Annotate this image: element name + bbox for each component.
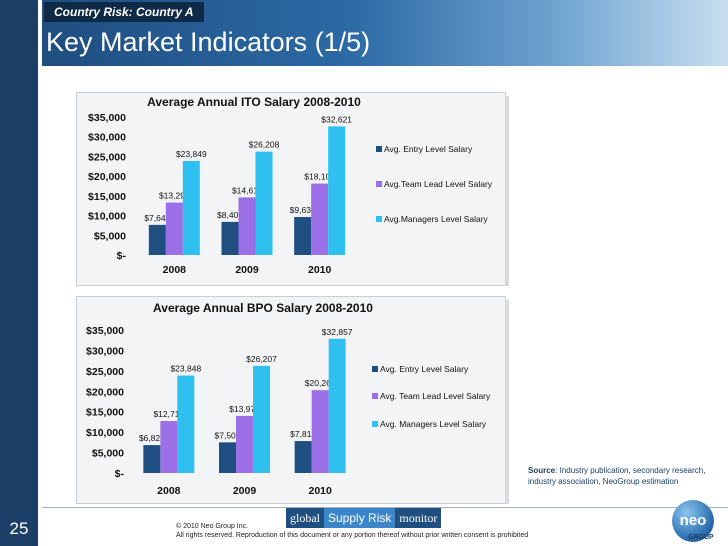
logo-supply-text: Supply Risk	[324, 508, 396, 528]
bpo-data-label: $20,264	[305, 378, 336, 388]
bpo-legend-label: Avg. Entry Level Salary	[380, 364, 469, 374]
ito-data-label: $18,105	[304, 172, 335, 182]
ito-data-label: $26,208	[249, 140, 280, 150]
left-sidebar-band	[0, 0, 38, 546]
ito-legend-label: Avg.Managers Level Salary	[384, 214, 489, 224]
ito-data-label: $23,849	[176, 149, 207, 159]
bpo-data-label: $7,500	[215, 430, 241, 440]
bpo-data-label: $6,825	[139, 433, 165, 443]
ito-chart-panel-shadow	[505, 96, 509, 286]
section-tag: Country Risk: Country A	[44, 2, 204, 22]
ito-legend-label: Avg.Team Lead Level Salary	[384, 179, 493, 189]
footer-divider	[42, 507, 728, 508]
bpo-category-label: 2008	[157, 485, 181, 497]
bpo-data-label: $32,857	[322, 327, 353, 337]
logo-monitor-text: monitor	[395, 508, 442, 528]
ito-y-tick-label: $15,000	[88, 191, 126, 203]
ito-y-tick-label: $5,000	[94, 230, 126, 242]
ito-data-label: $14,611	[232, 185, 262, 195]
bpo-bar	[311, 390, 329, 473]
bpo-legend-swatch	[372, 393, 378, 399]
source-note: Source: Industry publication, secondary …	[528, 465, 728, 487]
ito-legend-swatch	[376, 216, 382, 222]
bpo-y-tick-label: $-	[115, 468, 125, 480]
ito-y-tick-label: $30,000	[88, 132, 126, 144]
bpo-data-label: $12,713	[153, 409, 184, 419]
ito-legend-label: Avg. Entry Level Salary	[384, 144, 473, 154]
bpo-bar	[328, 338, 346, 473]
ito-bar	[311, 183, 329, 255]
ito-y-tick-label: $-	[117, 250, 127, 262]
source-label: Source	[528, 466, 556, 475]
ito-bar	[221, 221, 239, 255]
copyright-line-1: © 2010 Neo Group Inc.	[176, 523, 249, 530]
bpo-bar	[160, 421, 178, 473]
ito-data-label: $8,400	[217, 210, 243, 220]
ito-bar	[294, 217, 312, 255]
bpo-y-tick-label: $25,000	[86, 366, 124, 378]
bpo-y-tick-label: $10,000	[86, 427, 124, 439]
ito-bar	[182, 160, 200, 255]
bpo-chart-title: Average Annual BPO Salary 2008-2010	[153, 301, 373, 315]
ito-data-label: $32,621	[321, 114, 352, 124]
bpo-data-label: $26,207	[246, 354, 277, 364]
bpo-y-tick-label: $5,000	[92, 448, 124, 460]
ito-y-tick-label: $10,000	[88, 211, 126, 223]
ito-bar	[238, 197, 256, 255]
bpo-category-label: 2010	[308, 485, 332, 497]
ito-data-label: $9,636	[290, 205, 316, 215]
bpo-legend-swatch	[372, 421, 378, 427]
page-title: Key Market Indicators (1/5)	[46, 27, 371, 57]
neo-logo: neo	[672, 500, 714, 542]
ito-legend-swatch	[376, 146, 382, 152]
ito-y-tick-label: $20,000	[88, 171, 126, 183]
page-number: 25	[0, 512, 38, 546]
ito-legend-swatch	[376, 181, 382, 187]
bpo-y-tick-label: $35,000	[86, 325, 124, 337]
bpo-data-label: $7,815	[290, 429, 316, 439]
ito-bar	[255, 151, 273, 255]
global-supply-risk-monitor-logo: global Supply Risk monitor	[286, 508, 442, 528]
bpo-y-tick-label: $30,000	[86, 345, 124, 357]
ito-category-label: 2008	[163, 264, 187, 276]
bpo-legend-swatch	[372, 366, 378, 372]
ito-y-tick-label: $25,000	[88, 151, 126, 163]
ito-category-label: 2010	[308, 264, 332, 276]
bpo-bar	[236, 415, 253, 473]
neo-group-label: GROUP	[688, 534, 714, 541]
ito-chart-title: Average Annual ITO Salary 2008-2010	[147, 95, 361, 109]
copyright-notice: © 2010 Neo Group Inc. All rights reserve…	[176, 522, 528, 540]
source-text: : Industry publication, secondary resear…	[528, 466, 706, 486]
bpo-bar	[253, 365, 270, 473]
ito-y-tick-label: $35,000	[88, 112, 126, 124]
bpo-y-tick-label: $20,000	[86, 386, 124, 398]
ito-bar	[148, 224, 166, 255]
bpo-bar	[177, 375, 195, 473]
bpo-chart-panel-shadow	[505, 300, 509, 504]
bpo-bar	[219, 442, 236, 473]
copyright-line-2: All rights reserved. Reproduction of thi…	[176, 532, 529, 539]
bpo-data-label: $13,970	[229, 404, 260, 414]
ito-data-label: $13,296	[159, 191, 190, 201]
logo-global-text: global	[286, 508, 324, 528]
ito-bar	[328, 126, 346, 255]
ito-data-label: $7,644	[144, 213, 170, 223]
bpo-legend-label: Avg. Managers Level Salary	[380, 419, 487, 429]
ito-chart-panel	[76, 92, 506, 286]
bpo-legend-label: Avg. Team Lead Level Salary	[380, 391, 491, 401]
ito-category-label: 2009	[235, 264, 259, 276]
bpo-bar	[294, 441, 312, 473]
ito-bar	[165, 202, 183, 255]
bpo-bar	[143, 445, 161, 473]
sidebar-divider	[38, 0, 42, 546]
bpo-category-label: 2009	[233, 485, 257, 497]
bpo-data-label: $23,848	[170, 364, 201, 374]
bpo-y-tick-label: $15,000	[86, 407, 124, 419]
